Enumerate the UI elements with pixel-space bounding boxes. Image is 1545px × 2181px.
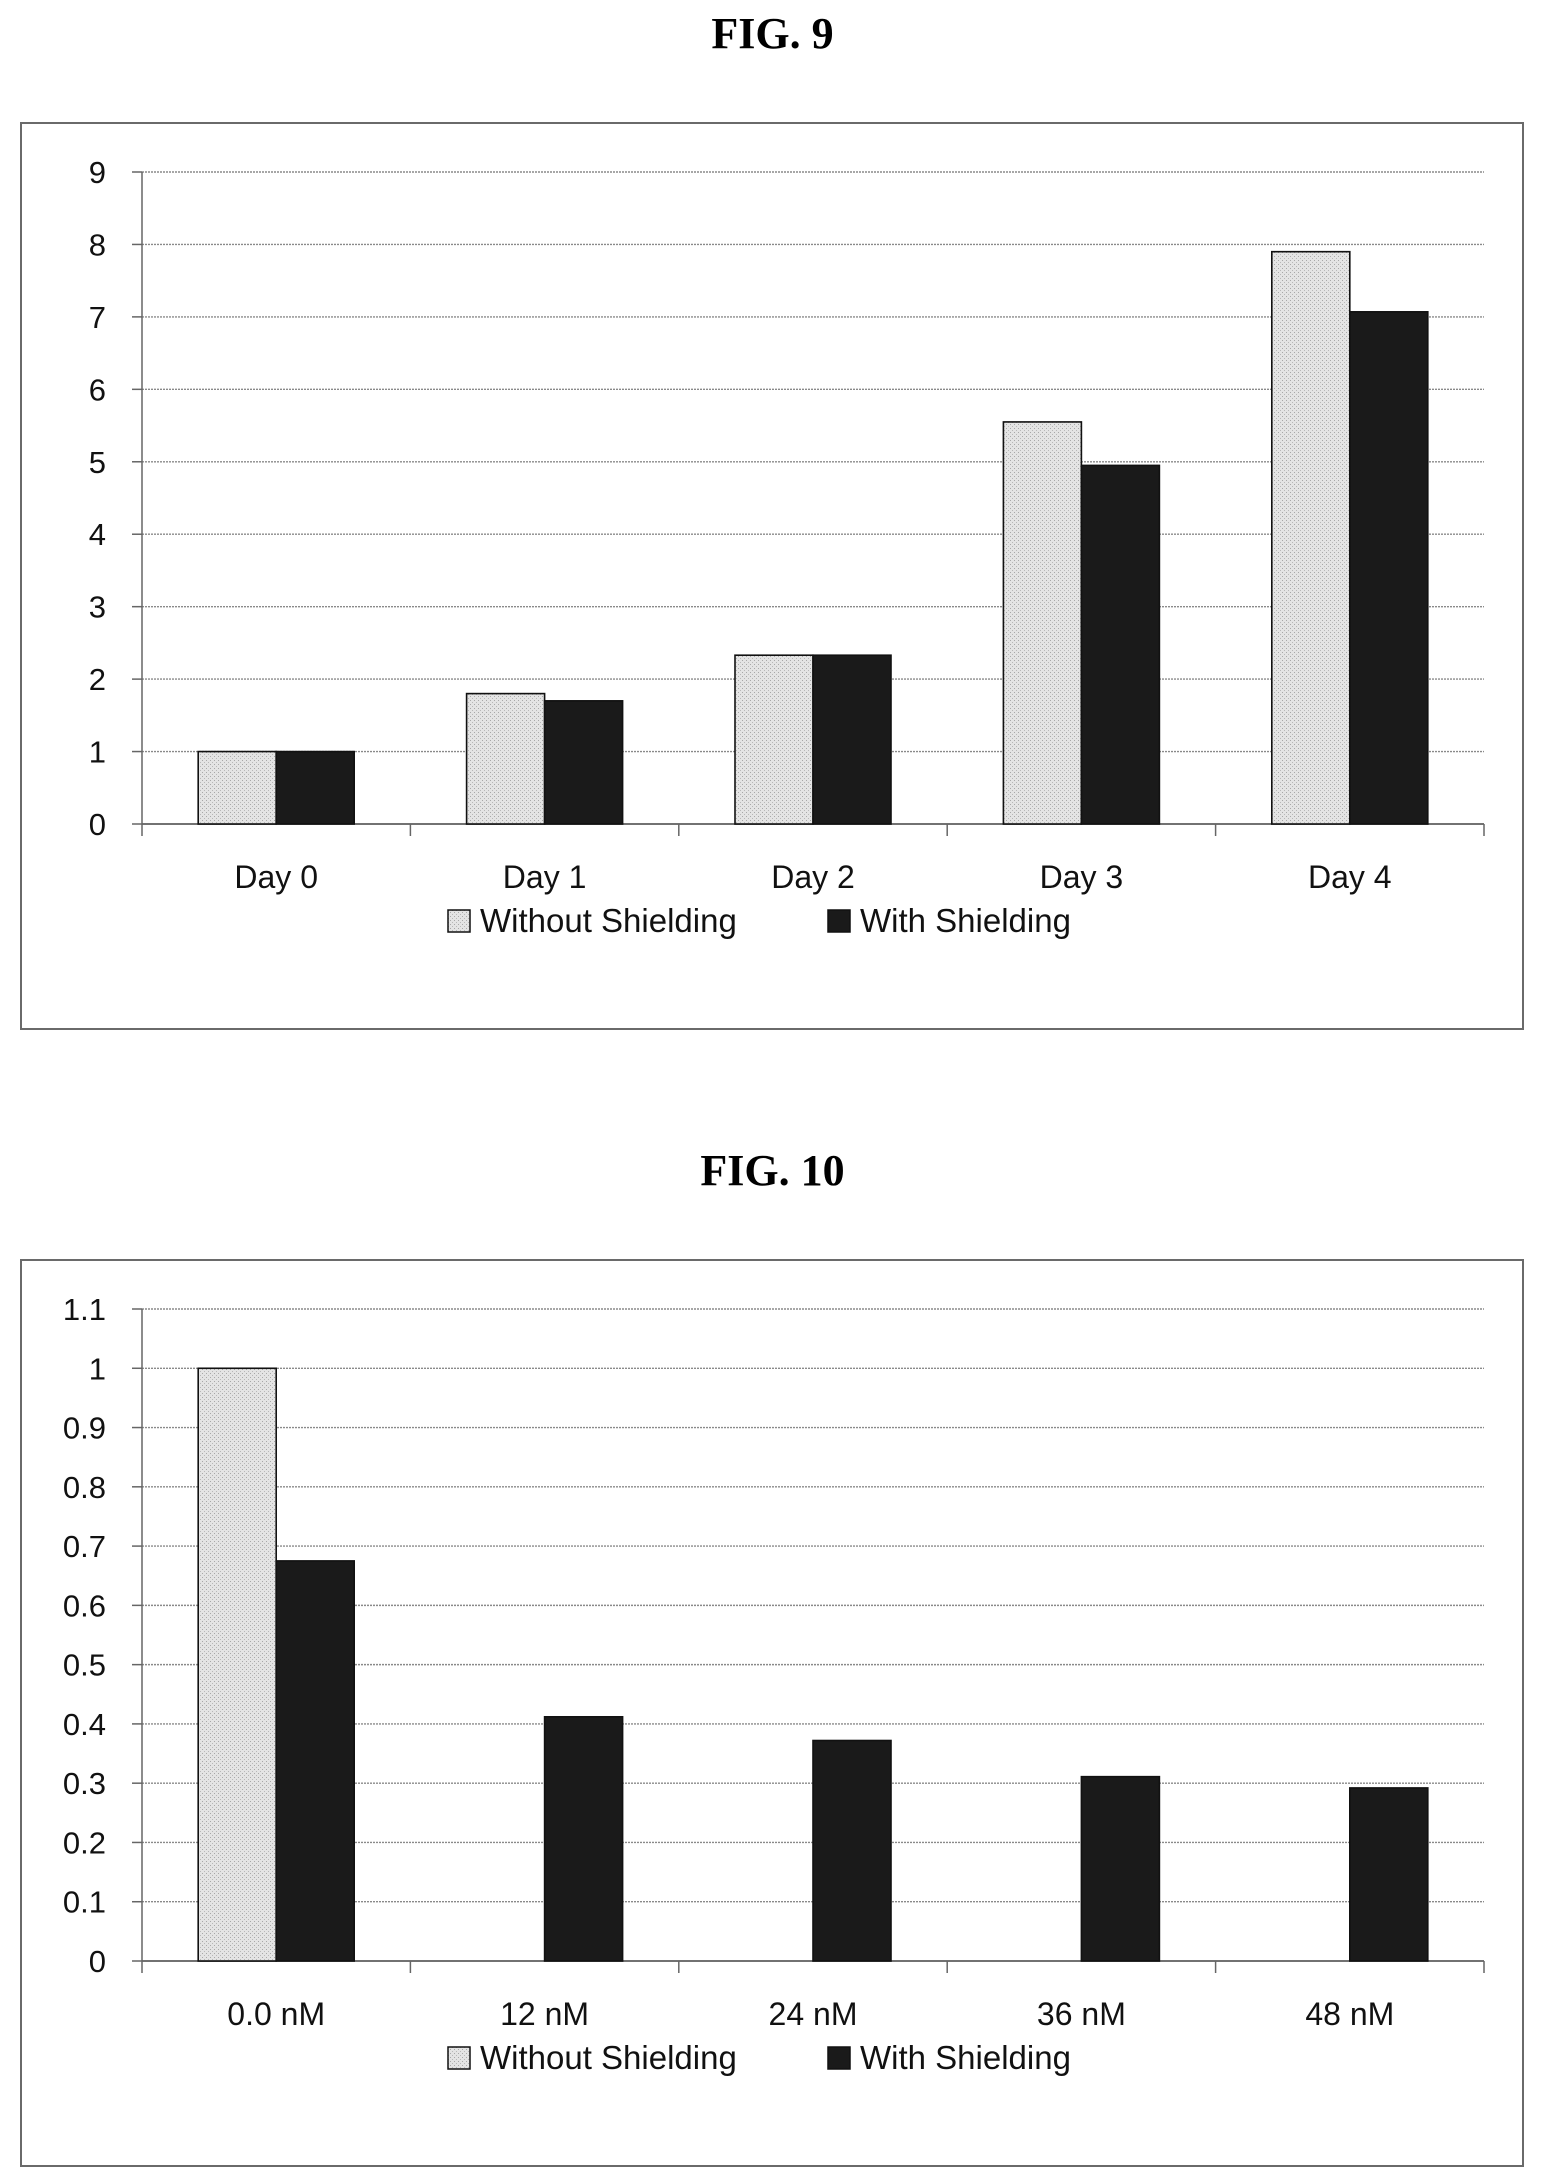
fig10-bar-without-shielding xyxy=(197,1367,277,1962)
fig10-ytick-label: 0.1 xyxy=(63,1885,106,1920)
fig9-ytick-label: 1 xyxy=(89,735,106,770)
fig10-bar-with-shielding xyxy=(1349,1787,1429,1962)
fig10-legend-label: Without Shielding xyxy=(480,2039,737,2076)
fig9-ytick-label: 8 xyxy=(89,227,106,262)
fig9-bar-with-shielding xyxy=(1080,464,1161,825)
fig10-ytick-label: 0.5 xyxy=(63,1648,106,1683)
fig9-bar-with-shielding xyxy=(543,700,624,825)
fig9-bar-without-shielding xyxy=(1002,421,1083,825)
fig9-ytick-label: 7 xyxy=(89,300,106,335)
figure-9-chart: 0 1 2 3 4 5 6 7 8 9 Day 0 Day 1 Day 2 Day 3 Day 4 Witho… xyxy=(20,122,1524,1030)
fig9-xtick-label: Day 3 xyxy=(1040,859,1124,895)
fig10-bar-with-shielding xyxy=(543,1715,624,1962)
fig9-ytick-label: 9 xyxy=(89,155,106,190)
fig10-xtick-label: 36 nM xyxy=(1037,1996,1126,2032)
fig10-ytick-label: 0.6 xyxy=(63,1588,106,1623)
fig10-bar-with-shielding xyxy=(1080,1775,1161,1962)
fig10-xtick-label: 0.0 nM xyxy=(227,1996,325,2032)
figure-10-plot: 0 0.1 0.2 0.3 0.4 0.5 0.6 0.7 0.8 0.9 1 1.1 0.0 nM 12… xyxy=(63,1292,1485,2076)
fig9-ytick-label: 2 xyxy=(89,662,106,697)
fig9-xtick-label: Day 2 xyxy=(771,859,855,895)
figure-9-title: FIG. 9 xyxy=(711,9,834,58)
fig9-ytick-label: 5 xyxy=(89,445,106,480)
figure-9-plot: 0 1 2 3 4 5 6 7 8 9 Day 0 Day 1 Day 2 Day 3 Day 4 Witho… xyxy=(89,155,1485,939)
fig9-legend-swatch xyxy=(447,909,471,933)
fig10-legend-swatch xyxy=(447,2046,471,2070)
fig9-bar-without-shielding xyxy=(465,692,546,825)
figure-10-title: FIG. 10 xyxy=(700,1146,845,1195)
fig9-ytick-label: 3 xyxy=(89,590,106,625)
fig10-ytick-label: 0.7 xyxy=(63,1529,106,1564)
fig9-bar-without-shielding xyxy=(734,654,814,825)
fig9-xtick-label: Day 0 xyxy=(234,859,318,895)
fig10-ytick-label: 0.9 xyxy=(63,1411,106,1446)
fig10-ytick-label: 0.3 xyxy=(63,1766,106,1801)
fig9-ytick-label: 6 xyxy=(89,372,106,407)
fig9-ytick-label: 4 xyxy=(89,517,106,552)
fig9-ytick-label: 0 xyxy=(89,807,106,842)
fig9-bar-without-shielding xyxy=(197,750,277,825)
fig10-xtick-label: 48 nM xyxy=(1305,1996,1394,2032)
fig10-ytick-label: 1.1 xyxy=(63,1292,106,1327)
fig10-bar-with-shielding xyxy=(275,1560,355,1962)
fig9-bar-with-shielding xyxy=(1349,311,1429,825)
fig9-legend-label: With Shielding xyxy=(860,902,1071,939)
fig10-ytick-label: 0 xyxy=(89,1944,106,1979)
fig10-bar-with-shielding xyxy=(812,1739,892,1962)
fig9-xtick-label: Day 4 xyxy=(1308,859,1392,895)
fig9-xtick-label: Day 1 xyxy=(503,859,587,895)
fig9-legend-swatch xyxy=(827,909,851,933)
fig10-ytick-label: 0.4 xyxy=(63,1707,106,1742)
fig10-ytick-label: 0.8 xyxy=(63,1470,106,1505)
fig9-legend-label: Without Shielding xyxy=(480,902,737,939)
fig10-ytick-label: 0.2 xyxy=(63,1825,106,1860)
fig10-legend-swatch xyxy=(827,2046,851,2070)
fig10-xtick-label: 12 nM xyxy=(500,1996,589,2032)
fig9-bar-without-shielding xyxy=(1271,250,1351,825)
fig10-legend-label: With Shielding xyxy=(860,2039,1071,2076)
figure-10-chart: 0 0.1 0.2 0.3 0.4 0.5 0.6 0.7 0.8 0.9 1 1.1 0.0 nM 12… xyxy=(20,1259,1524,2167)
fig9-bar-with-shielding xyxy=(275,750,355,825)
fig10-xtick-label: 24 nM xyxy=(769,1996,858,2032)
fig10-ytick-label: 1 xyxy=(89,1351,106,1386)
fig9-bar-with-shielding xyxy=(812,654,892,825)
